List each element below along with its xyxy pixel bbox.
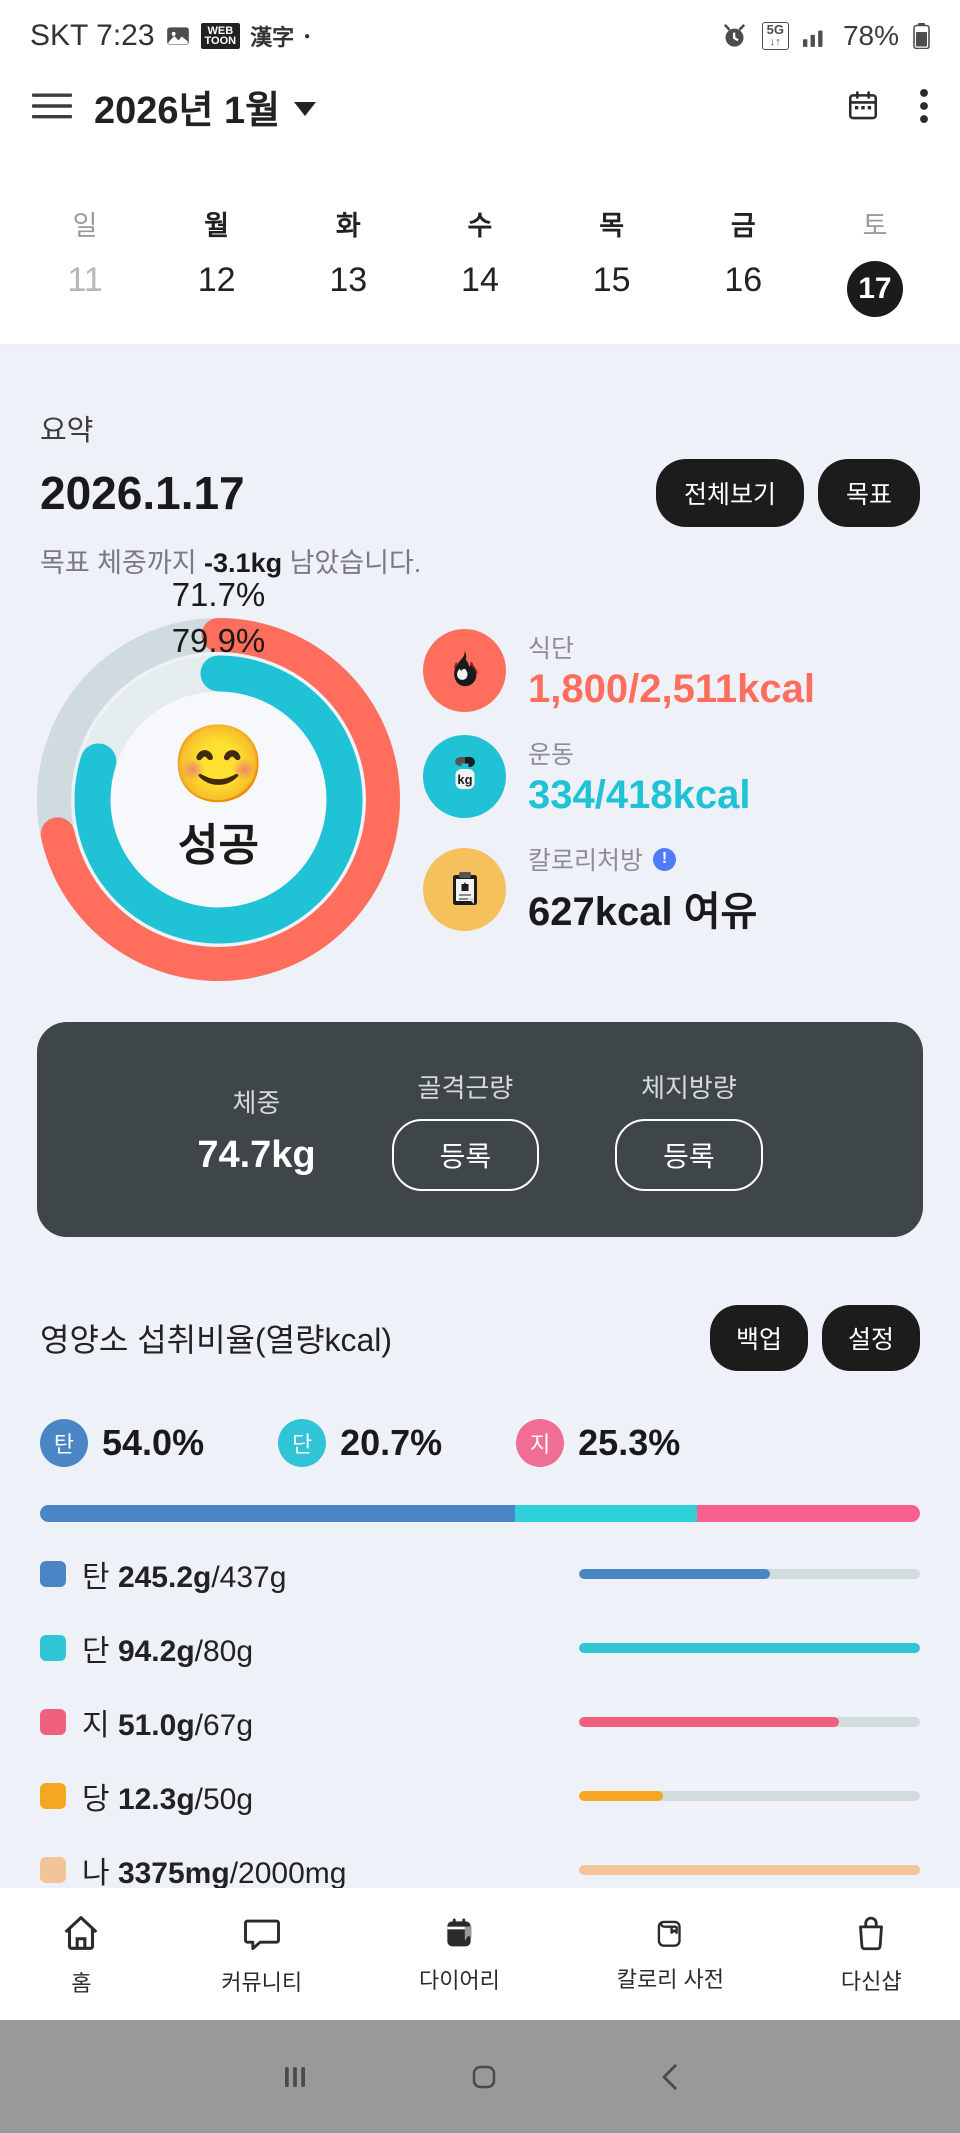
svg-text:kg: kg [457,772,472,787]
